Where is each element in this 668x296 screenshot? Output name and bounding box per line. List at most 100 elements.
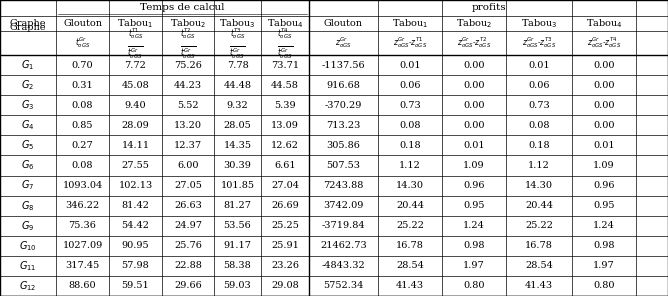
Text: 81.27: 81.27 (224, 201, 251, 210)
Text: 713.23: 713.23 (326, 121, 361, 130)
Text: 1.12: 1.12 (528, 161, 550, 170)
Text: 1.24: 1.24 (593, 221, 615, 230)
Text: 20.44: 20.44 (525, 201, 553, 210)
Text: Tabou$_3$: Tabou$_3$ (219, 17, 256, 30)
Text: -370.29: -370.29 (325, 101, 362, 110)
Text: $t^{T4}_{oGS}$
$\overline{t^{Gr}_{oGS}}$: $t^{T4}_{oGS}$ $\overline{t^{Gr}_{oGS}}$ (277, 26, 293, 59)
Text: 54.42: 54.42 (122, 221, 150, 230)
Text: Graphe: Graphe (10, 19, 46, 28)
Text: 16.78: 16.78 (525, 241, 553, 250)
Text: 1027.09: 1027.09 (62, 241, 103, 250)
Text: -4843.32: -4843.32 (321, 261, 365, 270)
Text: Tabou$_4$: Tabou$_4$ (586, 17, 623, 30)
Text: $z^{Gr}_{oGS}$: $z^{Gr}_{oGS}$ (335, 36, 352, 50)
Text: 1.12: 1.12 (399, 161, 421, 170)
Text: $G_3$: $G_3$ (21, 98, 35, 112)
Text: Tabou$_4$: Tabou$_4$ (267, 17, 303, 30)
Text: 28.54: 28.54 (525, 261, 553, 270)
Text: 28.05: 28.05 (224, 121, 251, 130)
Text: 0.08: 0.08 (399, 121, 421, 130)
Text: 7.72: 7.72 (124, 61, 146, 70)
Text: 0.95: 0.95 (593, 201, 615, 210)
Text: $G_7$: $G_7$ (21, 179, 35, 192)
Text: 0.96: 0.96 (593, 181, 615, 190)
Text: 0.98: 0.98 (593, 241, 615, 250)
Text: 0.18: 0.18 (528, 141, 550, 150)
Text: 0.01: 0.01 (528, 61, 550, 70)
Text: 0.08: 0.08 (71, 161, 94, 170)
Text: 5.39: 5.39 (274, 101, 296, 110)
Text: Tabou$_1$: Tabou$_1$ (118, 17, 154, 30)
Text: -1137.56: -1137.56 (322, 61, 365, 70)
Text: 0.27: 0.27 (71, 141, 94, 150)
Text: 0.00: 0.00 (463, 81, 485, 90)
Text: 44.48: 44.48 (224, 81, 251, 90)
Text: 59.03: 59.03 (224, 281, 251, 290)
Text: 0.85: 0.85 (71, 121, 94, 130)
Text: 0.01: 0.01 (399, 61, 421, 70)
Text: 45.08: 45.08 (122, 81, 150, 90)
Text: 507.53: 507.53 (327, 161, 361, 170)
Text: 0.73: 0.73 (528, 101, 550, 110)
Text: 1.97: 1.97 (593, 261, 615, 270)
Text: 25.91: 25.91 (271, 241, 299, 250)
Text: 9.32: 9.32 (226, 101, 248, 110)
Text: 26.69: 26.69 (271, 201, 299, 210)
Text: 0.00: 0.00 (593, 81, 615, 90)
Text: 0.00: 0.00 (593, 121, 615, 130)
Text: 13.20: 13.20 (174, 121, 202, 130)
Text: 3742.09: 3742.09 (323, 201, 363, 210)
Text: 27.55: 27.55 (122, 161, 150, 170)
Text: $z^{Gr}_{oGS}$-$z^{T3}_{oGS}$: $z^{Gr}_{oGS}$-$z^{T3}_{oGS}$ (522, 36, 556, 50)
Text: 27.05: 27.05 (174, 181, 202, 190)
Text: 0.00: 0.00 (593, 61, 615, 70)
Text: Tabou$_3$: Tabou$_3$ (521, 17, 557, 30)
Text: $t^{T1}_{oGS}$
$\overline{t^{Gr}_{oGS}}$: $t^{T1}_{oGS}$ $\overline{t^{Gr}_{oGS}}$ (128, 26, 144, 59)
Text: 26.63: 26.63 (174, 201, 202, 210)
Text: 58.38: 58.38 (224, 261, 251, 270)
Text: 59.51: 59.51 (122, 281, 150, 290)
Text: $G_8$: $G_8$ (21, 199, 35, 213)
Text: 21462.73: 21462.73 (320, 241, 367, 250)
Text: $G_1$: $G_1$ (21, 58, 35, 72)
Text: 1093.04: 1093.04 (62, 181, 103, 190)
Text: Glouton: Glouton (324, 19, 363, 28)
Text: $G_5$: $G_5$ (21, 139, 35, 152)
Text: 53.56: 53.56 (224, 221, 251, 230)
Text: 12.62: 12.62 (271, 141, 299, 150)
Text: 0.80: 0.80 (463, 281, 485, 290)
Text: 346.22: 346.22 (65, 201, 100, 210)
Text: 14.30: 14.30 (525, 181, 553, 190)
Text: 9.40: 9.40 (125, 101, 146, 110)
Text: 7.78: 7.78 (226, 61, 248, 70)
Text: 90.95: 90.95 (122, 241, 150, 250)
Text: profits: profits (471, 4, 506, 12)
Text: 305.86: 305.86 (327, 141, 361, 150)
Text: 57.98: 57.98 (122, 261, 150, 270)
Text: 12.37: 12.37 (174, 141, 202, 150)
Text: 29.66: 29.66 (174, 281, 202, 290)
Text: 24.97: 24.97 (174, 221, 202, 230)
Text: 0.00: 0.00 (463, 61, 485, 70)
Text: 5.52: 5.52 (177, 101, 199, 110)
Text: 88.60: 88.60 (69, 281, 96, 290)
Text: 1.24: 1.24 (463, 221, 485, 230)
Text: $G_{11}$: $G_{11}$ (19, 259, 37, 273)
Text: $z^{Gr}_{oGS}$-$z^{T4}_{oGS}$: $z^{Gr}_{oGS}$-$z^{T4}_{oGS}$ (587, 36, 621, 50)
Text: -3719.84: -3719.84 (322, 221, 365, 230)
Text: 0.96: 0.96 (463, 181, 485, 190)
Text: 0.70: 0.70 (71, 61, 94, 70)
Text: 16.78: 16.78 (396, 241, 424, 250)
Text: 25.76: 25.76 (174, 241, 202, 250)
Text: 102.13: 102.13 (118, 181, 152, 190)
Text: 0.01: 0.01 (593, 141, 615, 150)
Text: 0.18: 0.18 (399, 141, 421, 150)
Text: 25.22: 25.22 (396, 221, 424, 230)
Text: 91.17: 91.17 (224, 241, 251, 250)
Text: 30.39: 30.39 (224, 161, 251, 170)
Text: 73.71: 73.71 (271, 61, 299, 70)
Text: 41.43: 41.43 (525, 281, 553, 290)
Text: 41.43: 41.43 (396, 281, 424, 290)
Text: 75.26: 75.26 (174, 61, 202, 70)
Text: 27.04: 27.04 (271, 181, 299, 190)
